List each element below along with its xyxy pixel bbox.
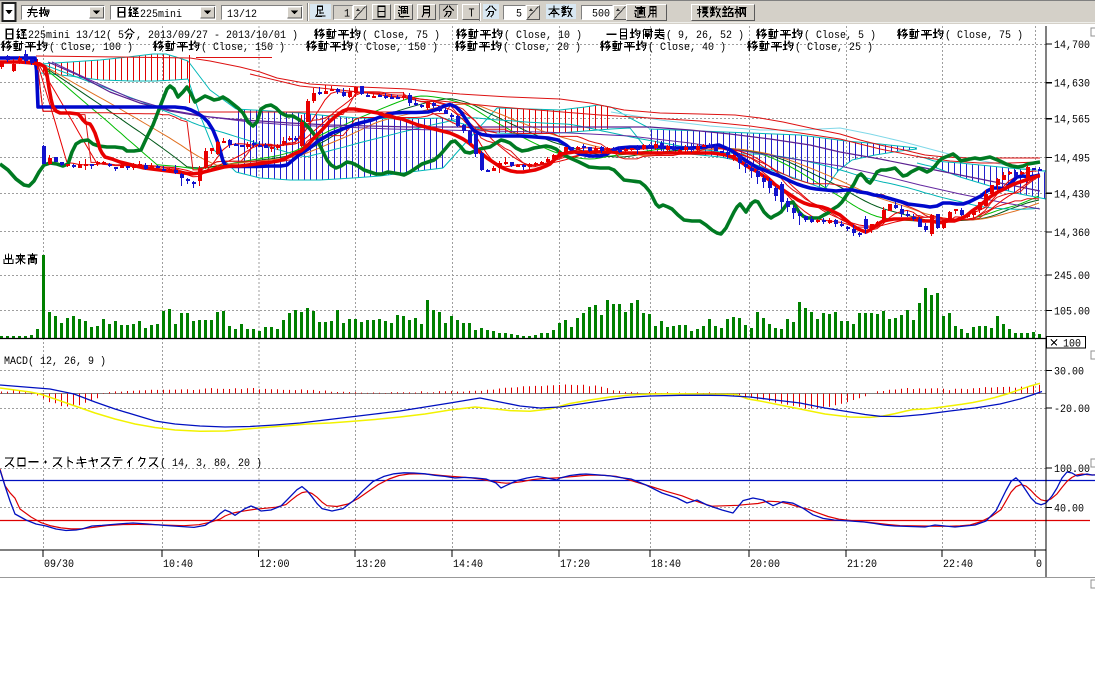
- svg-text:40.00: 40.00: [1054, 504, 1084, 516]
- svg-text:100.00: 100.00: [1054, 464, 1090, 476]
- svg-text:10:40: 10:40: [163, 559, 193, 571]
- svg-text:( Close, 75 ): ( Close, 75 ): [362, 30, 440, 42]
- svg-text:14,630: 14,630: [1054, 79, 1090, 91]
- svg-text:( Close, 20 ): ( Close, 20 ): [503, 42, 581, 54]
- svg-text:14,700: 14,700: [1054, 40, 1090, 52]
- svg-text:( Close, 100 ): ( Close, 100 ): [49, 42, 133, 54]
- svg-text:MACD( 12, 26, 9 ): MACD( 12, 26, 9 ): [4, 356, 106, 368]
- svg-text:12:00: 12:00: [260, 559, 290, 571]
- svg-text:245.00: 245.00: [1054, 271, 1090, 283]
- svg-text:13:20: 13:20: [356, 559, 386, 571]
- svg-text:22:40: 22:40: [943, 559, 973, 571]
- svg-text:21:20: 21:20: [847, 559, 877, 571]
- svg-text:14:40: 14:40: [453, 559, 483, 571]
- svg-text:( Close, 25 ): ( Close, 25 ): [795, 42, 873, 54]
- svg-text:( Close, 40 ): ( Close, 40 ): [648, 42, 726, 54]
- svg-text:1: 1: [344, 9, 350, 21]
- svg-text:14,565: 14,565: [1054, 115, 1090, 127]
- svg-text:14,495: 14,495: [1054, 153, 1090, 165]
- svg-text:-20.00: -20.00: [1054, 404, 1090, 416]
- svg-text:30.00: 30.00: [1054, 367, 1084, 379]
- svg-text:100: 100: [1063, 339, 1081, 351]
- svg-text:0: 0: [1036, 559, 1042, 571]
- svg-text:20:00: 20:00: [750, 559, 780, 571]
- svg-text:14,360: 14,360: [1054, 228, 1090, 240]
- svg-text:105.00: 105.00: [1054, 307, 1090, 319]
- svg-text:( Close, 75 ): ( Close, 75 ): [945, 30, 1023, 42]
- svg-text:500: 500: [592, 9, 610, 21]
- svg-text:5: 5: [516, 9, 522, 21]
- svg-text:09/30: 09/30: [44, 559, 74, 571]
- svg-text:( 14, 3, 80, 20 ): ( 14, 3, 80, 20 ): [160, 458, 262, 470]
- svg-text:14,430: 14,430: [1054, 189, 1090, 201]
- svg-text:17:20: 17:20: [560, 559, 590, 571]
- svg-text:225mini: 225mini: [140, 9, 182, 21]
- svg-text:13/12: 13/12: [227, 9, 257, 21]
- svg-text:( Close, 150 ): ( Close, 150 ): [354, 42, 438, 54]
- svg-text:225mini 13/12( 5: 225mini 13/12( 5: [28, 30, 124, 42]
- svg-text:T: T: [469, 7, 475, 21]
- svg-text:( Close, 150 ): ( Close, 150 ): [201, 42, 285, 54]
- svg-text:( Close, 10 ): ( Close, 10 ): [504, 30, 582, 42]
- svg-text:18:40: 18:40: [651, 559, 681, 571]
- svg-text:, 2013/09/27 - 2013/10/01 ): , 2013/09/27 - 2013/10/01 ): [136, 30, 298, 42]
- svg-text:( Close, 5 ): ( Close, 5 ): [804, 30, 876, 42]
- svg-text:( 9, 26, 52 ): ( 9, 26, 52 ): [666, 30, 744, 42]
